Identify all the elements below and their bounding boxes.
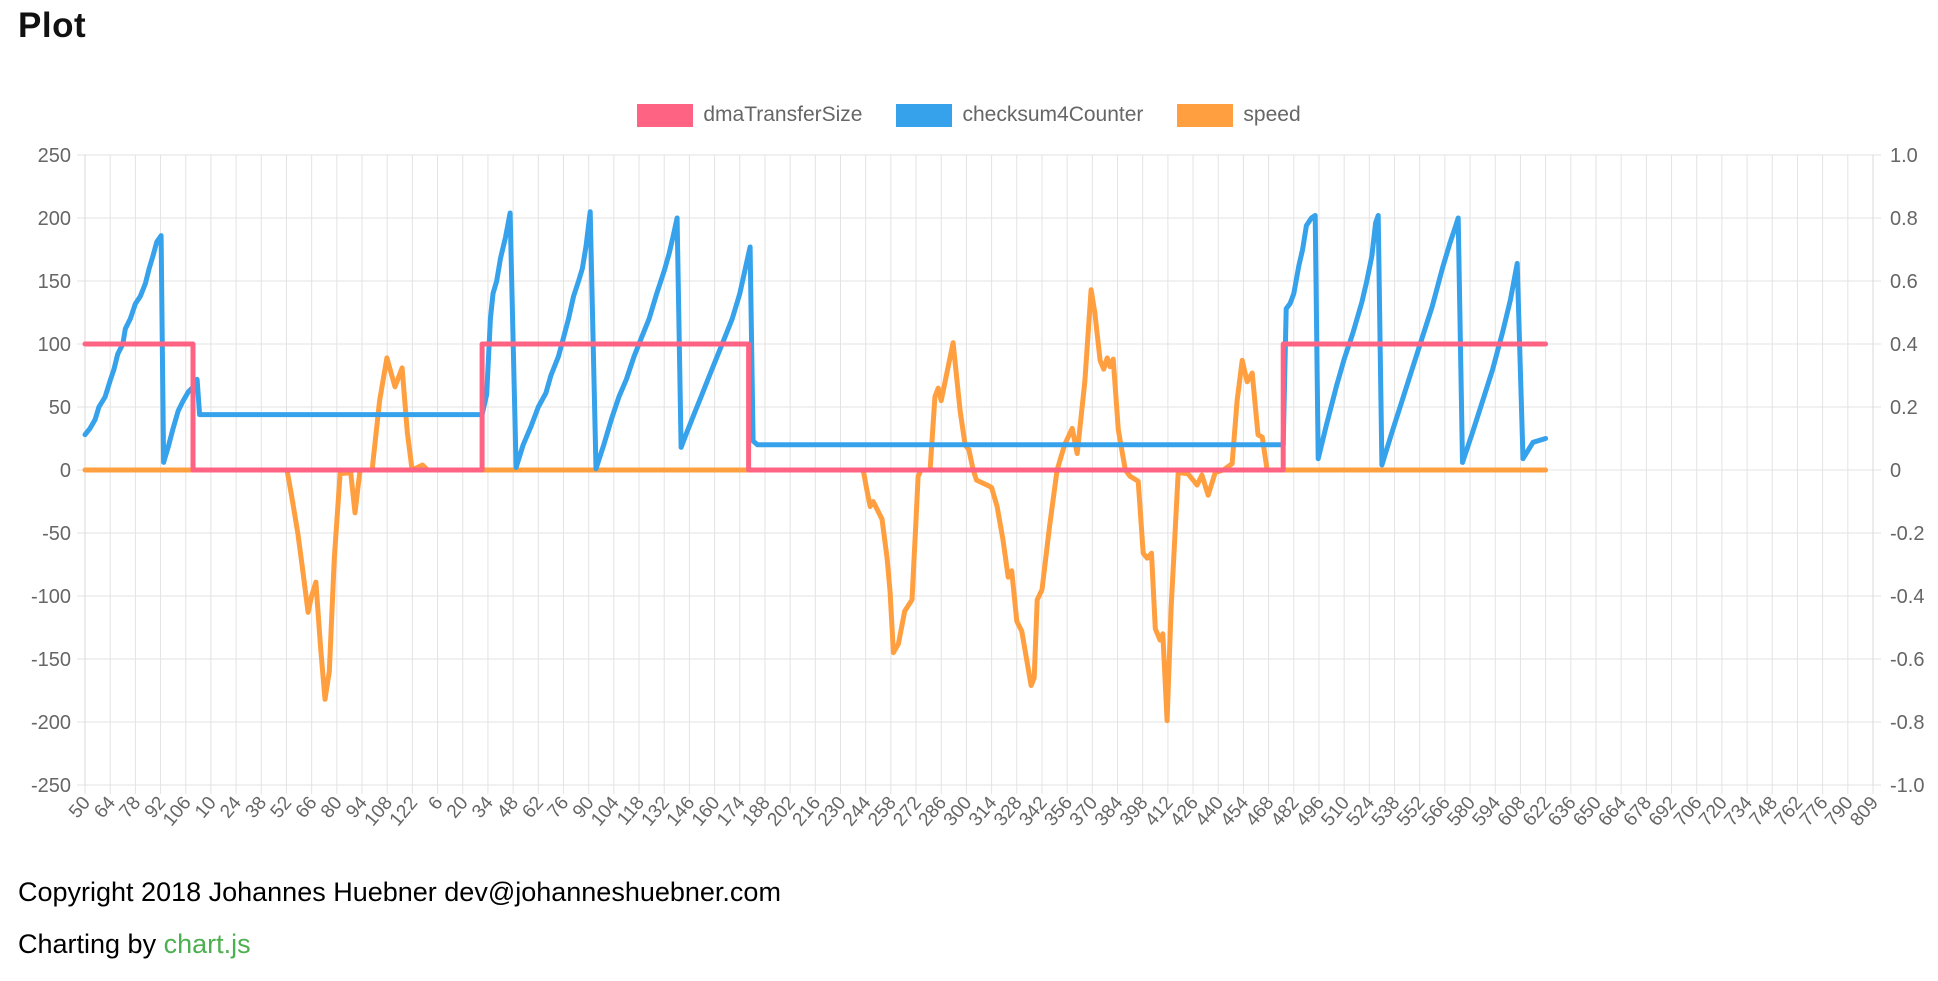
chartjs-link[interactable]: chart.js: [163, 929, 251, 960]
legend-label: dmaTransferSize: [703, 103, 863, 126]
y-tick-label-left: -150: [31, 649, 71, 671]
y-tick-label-right: 0.2: [1890, 397, 1918, 419]
y-tick-label-right: -1.0: [1890, 775, 1924, 797]
legend-item-checksum4Counter[interactable]: checksum4Counter: [896, 103, 1143, 127]
x-tick-label: 106: [159, 793, 195, 831]
y-tick-label-right: -0.2: [1890, 523, 1924, 545]
legend-swatch-dmaTransferSize: [637, 103, 694, 127]
y-tick-label-right: -0.6: [1890, 649, 1924, 671]
legend-swatch-speed: [1177, 103, 1234, 127]
y-tick-label-left: -50: [42, 523, 71, 545]
y-tick-label-left: 150: [38, 271, 71, 293]
legend-swatch-checksum4Counter: [896, 103, 953, 127]
y-tick-label-right: 0.6: [1890, 271, 1918, 293]
y-tick-label-left: 100: [38, 334, 71, 356]
y-tick-label-right: -0.8: [1890, 712, 1924, 734]
copyright-text: Copyright 2018 Johannes Huebner dev@joha…: [18, 877, 781, 907]
y-tick-label-left: 50: [49, 397, 71, 419]
footer: Copyright 2018 Johannes Huebner dev@joha…: [18, 876, 781, 981]
series-line-checksum4Counter: [82, 209, 1549, 472]
charting-prefix: Charting by: [18, 929, 164, 960]
y-tick-label-right: 0.4: [1890, 334, 1918, 356]
x-tick-label: 122: [386, 793, 422, 831]
legend-item-dmaTransferSize[interactable]: dmaTransferSize: [637, 103, 862, 127]
legend-label: checksum4Counter: [962, 103, 1144, 126]
y-tick-label-left: 0: [60, 460, 71, 482]
y-tick-label-left: 200: [38, 208, 71, 230]
chart-legend: dmaTransferSize checksum4Counter speed: [0, 103, 1938, 127]
grid: [77, 154, 1881, 794]
series-line-dmaTransferSize: [82, 341, 1549, 473]
charting-line: Charting by chart.js: [18, 928, 781, 960]
y-tick-label-left: -100: [31, 586, 71, 608]
y-tick-label-right: 1.0: [1890, 145, 1918, 167]
y-tick-label-left: 250: [38, 145, 71, 167]
y-tick-label-right: 0.8: [1890, 208, 1918, 230]
legend-item-speed[interactable]: speed: [1177, 103, 1301, 127]
x-tick-label: 809: [1846, 793, 1882, 831]
line-chart: 250 200 150 100 50 0 -50 -100 -150 -200 -250 1.0 0.8…: [31, 145, 1925, 830]
right-axis-labels: 1.0 0.8 0.6 0.4 0.2 0 -0.2 -0.4 -0.6 -0.8 -1.0: [1890, 145, 1924, 797]
y-tick-label-left: -250: [31, 775, 71, 797]
left-axis-labels: 250 200 150 100 50 0 -50 -100 -150 -200 -250: [31, 145, 71, 797]
y-tick-label-left: -200: [31, 712, 71, 734]
y-tick-label-right: -0.4: [1890, 586, 1924, 608]
legend-label: speed: [1243, 103, 1301, 126]
y-tick-label-right: 0: [1890, 460, 1901, 482]
page-title: Plot: [18, 6, 87, 45]
